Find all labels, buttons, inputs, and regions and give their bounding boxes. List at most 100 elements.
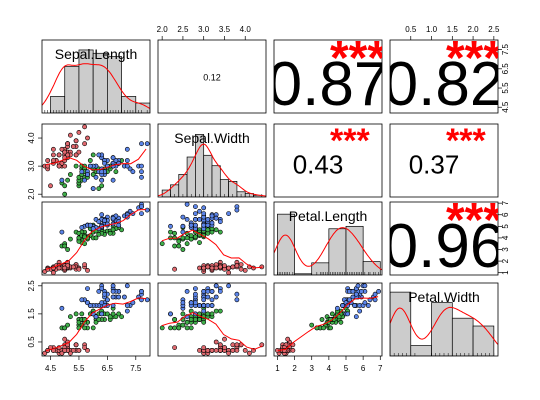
scatter-point bbox=[65, 322, 70, 328]
scatter-point bbox=[116, 294, 122, 300]
scatter-point bbox=[197, 208, 202, 214]
significance-stars: *** bbox=[446, 122, 486, 160]
scatter-point bbox=[209, 288, 215, 294]
scatter-point bbox=[59, 350, 65, 356]
scatter-point bbox=[82, 141, 87, 147]
significance-stars: *** bbox=[446, 194, 502, 247]
scatter-point bbox=[102, 160, 107, 166]
y-tick-label: 4.5 bbox=[501, 101, 510, 113]
scatter-point bbox=[197, 317, 202, 322]
panel-border bbox=[389, 123, 499, 198]
histogram-bar bbox=[64, 66, 80, 113]
scatter-point bbox=[62, 191, 68, 197]
correlation-value: 0.37 bbox=[409, 150, 460, 180]
scatter-point bbox=[73, 342, 79, 348]
scatter-point bbox=[139, 174, 144, 180]
scatter-point bbox=[353, 314, 359, 320]
scatter-point bbox=[180, 235, 186, 241]
y-tick-label: 0.5 bbox=[27, 336, 36, 348]
density-curve bbox=[42, 63, 150, 110]
x-tick-label: 2 bbox=[292, 364, 297, 373]
scatter-point bbox=[42, 350, 48, 356]
scatter-point bbox=[139, 163, 144, 169]
scatter-point bbox=[213, 265, 219, 271]
scatter-point bbox=[345, 303, 351, 308]
scatter-point bbox=[172, 317, 177, 322]
scatter-point bbox=[350, 288, 356, 294]
histogram-bar bbox=[228, 181, 238, 197]
scatter-point bbox=[217, 342, 223, 348]
density-curve bbox=[274, 227, 382, 271]
scatter-point bbox=[226, 270, 231, 275]
y-tick-label: 2.0 bbox=[27, 188, 36, 200]
scatter-point bbox=[124, 163, 130, 169]
scatter-point bbox=[246, 350, 252, 356]
scatter-point bbox=[213, 294, 219, 300]
scatter-point bbox=[184, 241, 190, 247]
panel-Petal.Width-Sepal.Width bbox=[159, 283, 265, 356]
scatter-point bbox=[85, 286, 90, 291]
scatter-point bbox=[90, 186, 96, 191]
scatter-point bbox=[345, 311, 351, 317]
scatter-point bbox=[309, 322, 315, 328]
histogram-bar bbox=[362, 261, 381, 275]
scatter-point bbox=[230, 342, 236, 348]
scatter-point bbox=[59, 305, 65, 311]
panel-border bbox=[273, 282, 383, 357]
scatter-point bbox=[234, 207, 240, 213]
panel-Petal.Length-Sepal.Length bbox=[42, 202, 150, 275]
scatter-point bbox=[222, 336, 227, 342]
scatter-point bbox=[285, 336, 291, 342]
scatter-point bbox=[352, 303, 357, 308]
scatter-point bbox=[362, 300, 368, 306]
correlation-panel: 0.43*** bbox=[293, 124, 371, 180]
scatter-point bbox=[205, 222, 211, 228]
scatter-point bbox=[113, 169, 119, 175]
scatter-point bbox=[130, 169, 136, 175]
scatter-point bbox=[180, 311, 186, 317]
scatter-point bbox=[358, 288, 364, 294]
histogram-bar bbox=[451, 317, 474, 356]
scatter-point bbox=[68, 132, 73, 138]
correlation-value: 0.12 bbox=[203, 73, 221, 83]
scatter-point bbox=[65, 152, 70, 158]
scatter-point bbox=[113, 314, 119, 320]
panel-border bbox=[41, 282, 151, 357]
scatter-point bbox=[62, 183, 68, 189]
panel-border bbox=[389, 282, 499, 357]
x-tick-label: 5.5 bbox=[73, 364, 85, 373]
x-tick-label: 2.0 bbox=[468, 25, 480, 34]
smooth-line bbox=[161, 229, 263, 269]
scatter-point bbox=[234, 291, 240, 297]
scatter-point bbox=[226, 211, 231, 216]
histogram-bar bbox=[203, 154, 213, 197]
scatter-point bbox=[73, 163, 79, 169]
scatter-point bbox=[65, 141, 70, 147]
scatter-point bbox=[321, 325, 327, 331]
scatter-point bbox=[85, 267, 90, 273]
panel-border bbox=[273, 201, 383, 276]
scatter-point bbox=[110, 283, 116, 289]
scatter-point bbox=[168, 325, 173, 331]
x-tick-label: 1.5 bbox=[447, 25, 459, 34]
scatter-point bbox=[213, 308, 219, 314]
panel-Petal.Length-Petal.Length bbox=[274, 213, 382, 275]
scatter-point bbox=[176, 243, 182, 249]
scatter-point bbox=[65, 177, 70, 183]
x-tick-label: 3.0 bbox=[198, 25, 210, 34]
scatter-point bbox=[176, 325, 182, 331]
scatter-point bbox=[119, 314, 124, 320]
scatter-point bbox=[192, 216, 198, 222]
scatter-point bbox=[110, 311, 116, 317]
scatter-point bbox=[357, 308, 363, 314]
scatter-point bbox=[209, 347, 215, 353]
y-tick-label: 5.5 bbox=[501, 82, 510, 94]
scatter-point bbox=[184, 325, 190, 331]
scatter-point bbox=[68, 236, 73, 242]
histogram-bar bbox=[345, 225, 364, 275]
scatter-point bbox=[127, 166, 133, 172]
scatter-point bbox=[188, 317, 194, 322]
scatter-point bbox=[372, 297, 378, 303]
scatter-point bbox=[180, 322, 186, 328]
scatter-point bbox=[99, 183, 105, 189]
